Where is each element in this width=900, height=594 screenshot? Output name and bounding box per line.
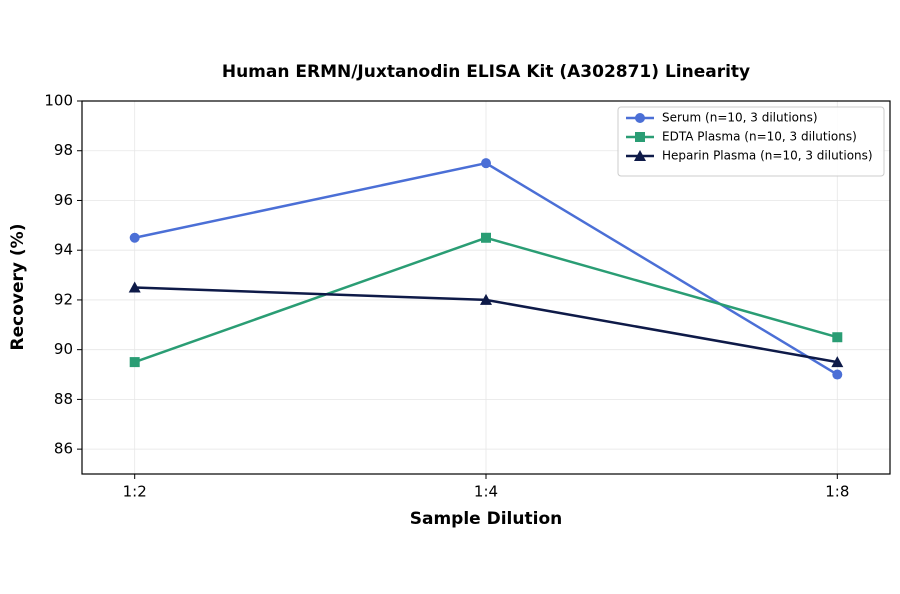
x-tick-label: 1:4 <box>474 483 498 501</box>
marker <box>832 332 843 343</box>
marker <box>129 232 140 243</box>
y-axis-label: Recovery (%) <box>8 224 28 351</box>
marker <box>481 232 491 243</box>
marker <box>129 357 140 368</box>
legend-frame <box>617 106 885 177</box>
legend-label: Heparin Plasma (n=10, 3 dilutions) <box>662 149 873 163</box>
marker <box>634 150 646 161</box>
marker <box>128 281 141 293</box>
y-tick-label: 88 <box>54 390 73 408</box>
plot-frame <box>81 100 891 475</box>
y-tick-label: 86 <box>54 440 73 458</box>
x-axis-label: Sample Dilution <box>410 509 562 529</box>
marker <box>481 158 491 169</box>
marker <box>832 369 843 380</box>
y-tick-label: 96 <box>54 191 73 209</box>
y-tick-label: 90 <box>54 340 73 358</box>
x-tick-label: 1:8 <box>825 483 849 501</box>
marker <box>480 293 492 305</box>
marker <box>635 132 645 142</box>
marker <box>831 356 844 368</box>
y-tick-label: 100 <box>44 92 73 110</box>
marker <box>635 113 645 123</box>
chart-title: Human ERMN/Juxtanodin ELISA Kit (A302871… <box>222 62 750 82</box>
y-tick-label: 98 <box>54 141 73 159</box>
y-tick-label: 92 <box>54 290 73 308</box>
legend-label: EDTA Plasma (n=10, 3 dilutions) <box>662 130 857 144</box>
legend-label: Serum (n=10, 3 dilutions) <box>662 111 818 125</box>
x-tick-label: 1:2 <box>123 483 147 501</box>
y-tick-label: 94 <box>54 241 73 259</box>
legend: Serum (n=10, 3 dilutions) EDTA Plasma (n=… <box>617 106 885 177</box>
